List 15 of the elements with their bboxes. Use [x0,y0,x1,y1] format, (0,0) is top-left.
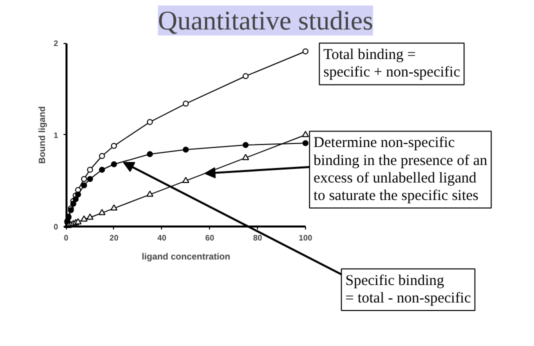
chart-title: Quantitative studies [158,6,374,36]
x-tick-label: 20 [110,234,119,243]
y-axis-title: Bound ligand [37,106,48,164]
x-tick-label: 60 [205,234,215,243]
y-tick-label: 0 [54,222,59,232]
x-tick-label: 80 [253,234,263,243]
annotation: Specific binding = total - non-specific [345,272,472,306]
y-tick-label: 1 [54,130,59,140]
annotation: Determine non-specific binding in the presence of an excess of unlabelled ligand to saturate the specific sites [314,135,488,204]
y-tick-label: 2 [54,39,59,48]
text: Total binding = specific + non-specific [323,47,460,81]
x-tick-label: 100 [298,234,313,243]
x-tick-label: 40 [157,234,167,243]
x-tick-label: 0 [64,234,69,243]
x-axis-title: ligand concentration [142,252,230,262]
